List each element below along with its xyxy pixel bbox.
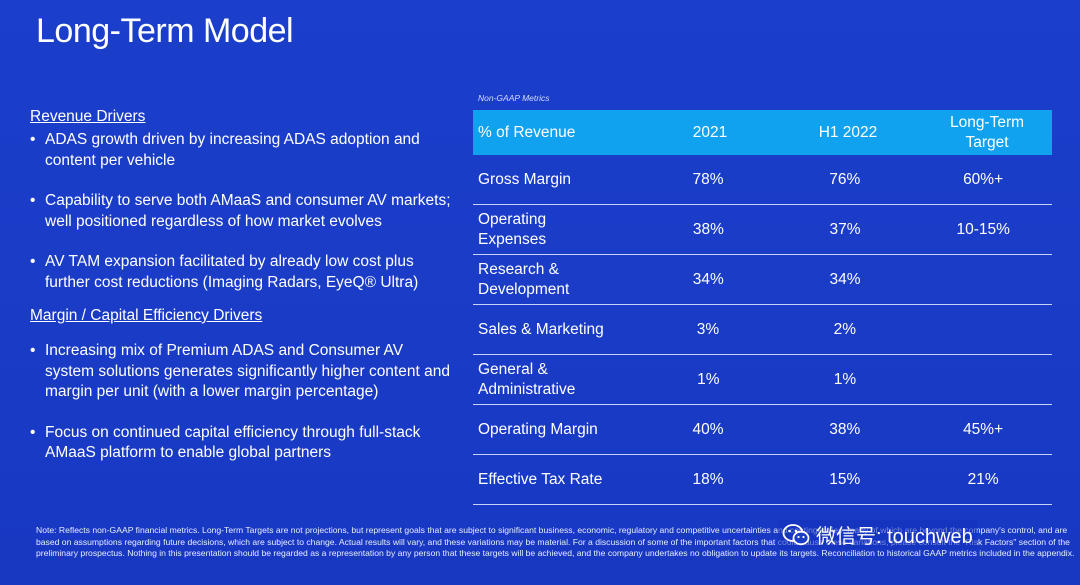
table-row: General & Administrative 1% 1%: [473, 355, 1052, 405]
cell-long-term: 45%+: [963, 420, 1004, 438]
row-label: Research & Development: [478, 260, 570, 298]
row-label: Sales & Marketing: [478, 320, 604, 338]
row-label: Gross Margin: [478, 170, 572, 188]
cell-h1-2022: 1%: [833, 370, 857, 388]
table-caption: Non-GAAP Metrics: [478, 93, 550, 103]
table-row: Research & Development 34% 34%: [473, 255, 1052, 305]
cell-h1-2022: 2%: [833, 320, 856, 338]
revenue-drivers-list: ADAS growth driven by increasing ADAS ad…: [30, 130, 455, 293]
cell-h1-2022: 76%: [829, 170, 861, 188]
table-row: Operating Expenses 38% 37% 10-15%: [473, 205, 1052, 255]
margin-drivers-heading: Margin / Capital Efficiency Drivers: [30, 307, 263, 324]
list-item: ADAS growth driven by increasing ADAS ad…: [30, 130, 455, 171]
header-cell: Long-Term Target: [949, 113, 1025, 151]
cell-2021: 18%: [692, 470, 724, 488]
page-title: Long-Term Model: [36, 12, 294, 50]
header-cell: 2021: [692, 123, 728, 141]
table-header-row: % of Revenue 2021 H1 2022 Long-Term Targ…: [473, 110, 1052, 155]
watermark: 微信号: touchweb: [778, 520, 977, 549]
cell-2021: 40%: [692, 420, 724, 438]
cell-2021: 78%: [692, 170, 724, 188]
table-row: Effective Tax Rate 18% 15% 21%: [473, 455, 1052, 505]
list-item: AV TAM expansion facilitated by already …: [30, 252, 455, 293]
cell-h1-2022: 38%: [829, 420, 861, 438]
list-item: Capability to serve both AMaaS and consu…: [30, 191, 455, 232]
cell-2021: 3%: [696, 320, 720, 338]
table-row: Gross Margin 78% 76% 60%+: [473, 155, 1052, 205]
wechat-icon: [782, 523, 810, 545]
margin-drivers-list: Increasing mix of Premium ADAS and Consu…: [30, 341, 455, 464]
table-row: Operating Margin 40% 38% 45%+: [473, 405, 1052, 455]
header-cell: H1 2022: [818, 123, 878, 141]
cell-2021: 38%: [692, 220, 724, 238]
cell-h1-2022: 15%: [829, 470, 861, 488]
cell-2021: 1%: [697, 370, 720, 388]
cell-2021: 34%: [692, 270, 724, 288]
cell-long-term: 60%+: [963, 170, 1004, 188]
row-label: Operating Expenses: [478, 210, 547, 248]
list-item: Focus on continued capital efficiency th…: [30, 423, 455, 464]
header-cell: % of Revenue: [478, 123, 576, 141]
footnote: Note: Reflects non-GAAP financial metric…: [36, 525, 1075, 558]
drivers-panel: Revenue Drivers ADAS growth driven by in…: [30, 108, 455, 484]
watermark-text: 微信号: touchweb: [816, 526, 973, 548]
table-row: Sales & Marketing 3% 2%: [473, 305, 1052, 355]
cell-long-term: 21%: [967, 470, 999, 488]
row-label: General & Administrative: [478, 360, 576, 398]
list-item: Increasing mix of Premium ADAS and Consu…: [30, 341, 455, 403]
cell-long-term: 10-15%: [956, 220, 1010, 238]
revenue-drivers-heading: Revenue Drivers: [30, 108, 146, 125]
cell-h1-2022: 37%: [829, 220, 861, 238]
metrics-table: % of Revenue 2021 H1 2022 Long-Term Targ…: [473, 110, 1052, 505]
row-label: Operating Margin: [478, 420, 598, 438]
cell-h1-2022: 34%: [829, 270, 861, 288]
row-label: Effective Tax Rate: [478, 470, 603, 488]
